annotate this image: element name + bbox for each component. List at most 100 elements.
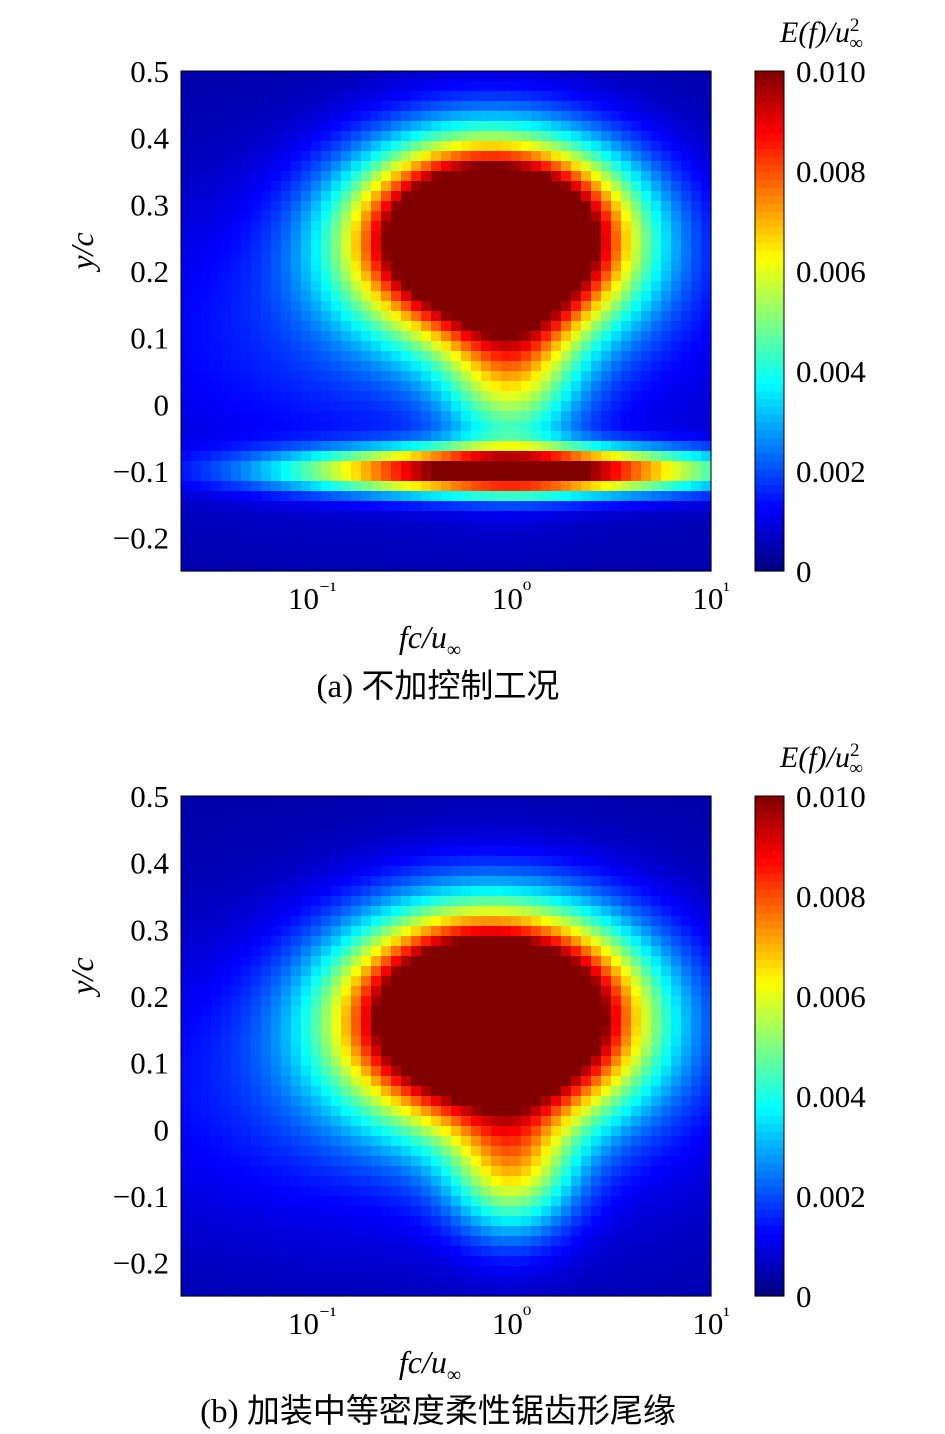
heatmap-cell [261,816,272,827]
heatmap-cell [401,101,412,112]
heatmap-cell [531,381,542,392]
heatmap-cell [521,896,532,907]
heatmap-cell [601,1206,612,1217]
heatmap-cell [231,866,242,877]
heatmap-cell [271,1146,282,1157]
heatmap-cell [281,191,292,202]
heatmap-cell [611,301,622,312]
heatmap-cell [281,91,292,102]
heatmap-cell [211,1136,222,1147]
heatmap-cell [291,816,302,827]
heatmap-cell [311,371,322,382]
heatmap-cell [601,371,612,382]
heatmap-cell [201,111,212,122]
heatmap-cell [521,1006,532,1017]
colorbar-swatch [755,469,784,478]
heatmap-cell [281,996,292,1007]
heatmap-cell [411,946,422,957]
heatmap-cell [231,91,242,102]
heatmap-cell [641,956,652,967]
heatmap-cell [551,1146,562,1157]
heatmap-cell [341,331,352,342]
colorbar-swatch [755,524,784,533]
heatmap-cell [571,521,582,532]
heatmap-cell [571,1116,582,1127]
heatmap-cell [221,171,232,182]
heatmap-cell [701,1146,712,1157]
heatmap-cell [301,541,312,552]
heatmap-cell [421,886,432,897]
heatmap-cell [561,926,572,937]
heatmap-cell [561,816,572,827]
heatmap-cell [411,491,422,502]
heatmap-cell [701,936,712,947]
heatmap-cell [601,361,612,372]
heatmap-cell [461,1206,472,1217]
heatmap-cell [191,421,202,432]
heatmap-cell [591,1116,602,1127]
heatmap-cell [251,1086,262,1097]
heatmap-cell [331,926,342,937]
heatmap-cell [181,816,192,827]
heatmap-cell [691,151,702,162]
heatmap-cell [631,541,642,552]
heatmap-cell [591,1096,602,1107]
heatmap-cell [181,381,192,392]
heatmap-cell [631,521,642,532]
heatmap-cell [681,291,692,302]
heatmap-cell [571,271,582,282]
heatmap-cell [611,331,622,342]
heatmap-cell [581,1186,592,1197]
heatmap-cell [411,1026,422,1037]
heatmap-cell [211,1086,222,1097]
heatmap-cell [241,946,252,957]
heatmap-cell [231,231,242,242]
heatmap-cell [531,371,542,382]
heatmap-cell [571,976,582,987]
heatmap-cell [251,341,262,352]
heatmap-cell [441,906,452,917]
heatmap-cell [501,521,512,532]
heatmap-cell [521,936,532,947]
heatmap-cell [301,1076,312,1087]
heatmap-cell [641,896,652,907]
heatmap-cell [481,561,492,572]
heatmap-cell [381,331,392,342]
heatmap-cell [301,461,312,472]
heatmap-cell [451,291,462,302]
heatmap-cell [461,201,472,212]
heatmap-cell [511,876,522,887]
heatmap-cell [541,816,552,827]
heatmap-cell [661,806,672,817]
heatmap-cell [571,876,582,887]
heatmap-cell [321,531,332,542]
heatmap-cell [651,131,662,142]
heatmap-cell [511,946,522,957]
heatmap-cell [461,361,472,372]
heatmap-cell [531,361,542,372]
heatmap-cell [601,231,612,242]
heatmap-cell [381,1016,392,1027]
heatmap-cell [251,411,262,422]
heatmap-cell [631,481,642,492]
heatmap-cell [421,1036,432,1047]
colorbar-swatch [755,242,784,252]
heatmap-cell [511,1166,522,1177]
heatmap-cell [271,836,282,847]
heatmap-cell [571,1196,582,1207]
heatmap-cell [391,421,402,432]
heatmap-cell [411,1016,422,1027]
heatmap-cell [481,111,492,122]
heatmap-cell [481,291,492,302]
heatmap-cell [671,946,682,957]
heatmap-cell [321,421,332,432]
heatmap-cell [291,956,302,967]
heatmap-cell [341,876,352,887]
heatmap-cell [421,121,432,132]
heatmap-cell [641,1006,652,1017]
heatmap-cell [461,91,472,102]
heatmap-cell [651,451,662,462]
heatmap-cell [471,1076,482,1087]
colorbar-swatch [755,321,784,330]
heatmap-cell [291,141,302,152]
